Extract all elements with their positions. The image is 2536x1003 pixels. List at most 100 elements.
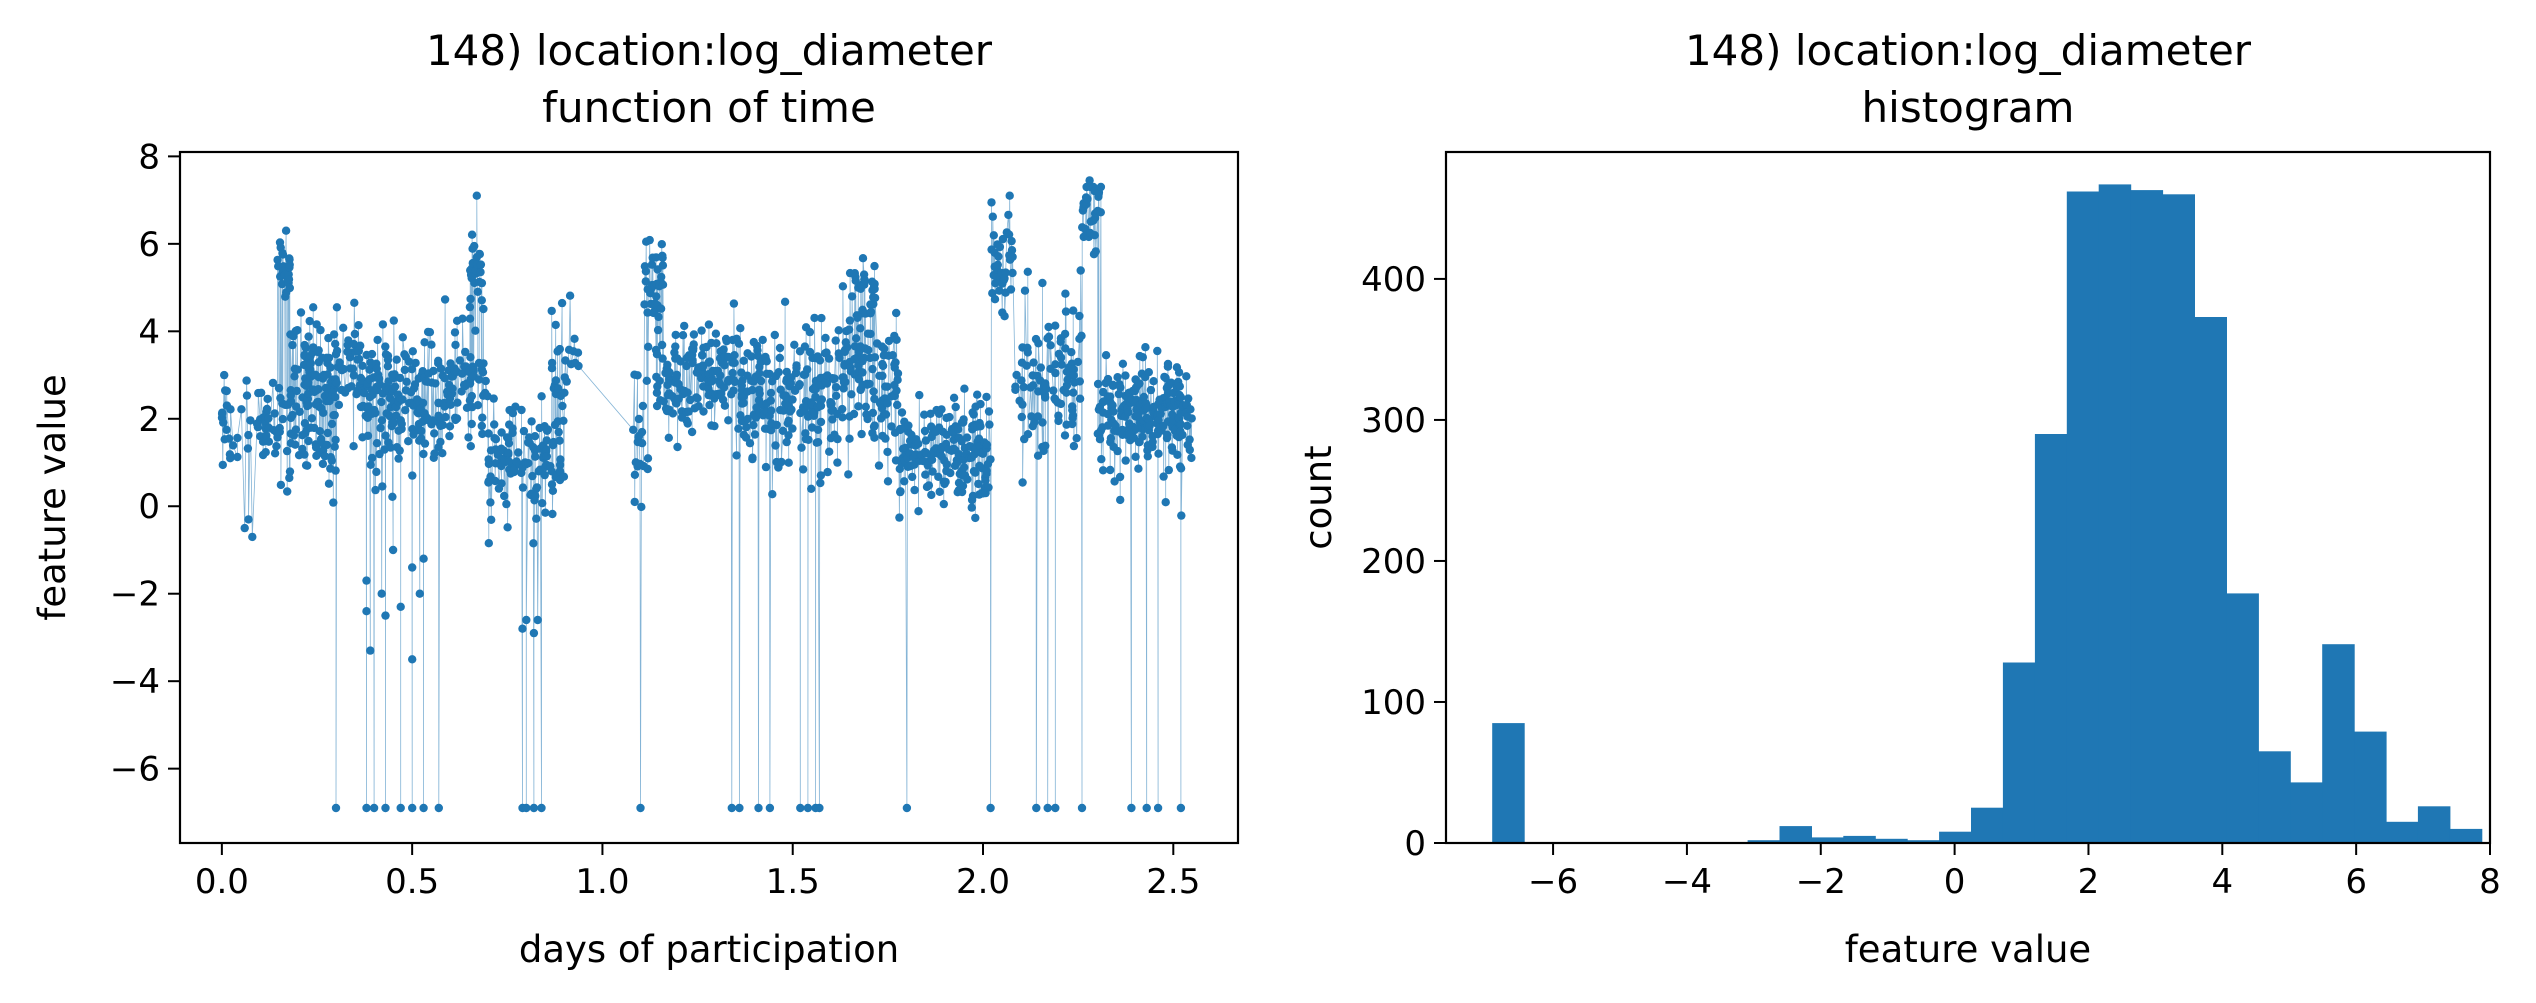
- time-series-point: [415, 589, 424, 598]
- time-series-point: [532, 514, 541, 523]
- time-series-point: [832, 391, 841, 400]
- time-series-subtitle: function of time: [542, 83, 876, 132]
- time-series-point: [362, 803, 371, 813]
- time-series-point: [960, 384, 969, 393]
- time-series-point: [1176, 803, 1186, 813]
- time-series-point: [408, 803, 417, 813]
- time-series-point: [1113, 373, 1122, 382]
- time-series-point: [220, 370, 229, 380]
- time-series-point: [739, 398, 748, 408]
- time-series-point: [1173, 450, 1182, 459]
- histogram-bar: [2002, 662, 2036, 843]
- time-series-point: [942, 460, 951, 469]
- time-series-chart: 148) location:log_diameter function of t…: [31, 26, 1240, 971]
- histogram-bar: [2386, 821, 2419, 843]
- time-series-point: [841, 377, 850, 387]
- time-series-point: [803, 803, 813, 813]
- time-series-point: [784, 458, 793, 467]
- time-series-point: [330, 410, 339, 420]
- time-series-point: [927, 490, 936, 500]
- time-series-point: [285, 283, 294, 293]
- histogram-x-tick-label: −6: [1528, 862, 1578, 902]
- histogram-bar: [2322, 644, 2355, 843]
- time-series-point: [976, 399, 985, 409]
- time-series-point: [466, 442, 475, 451]
- time-series-point: [838, 413, 847, 422]
- time-series-point: [659, 397, 668, 406]
- time-series-point: [995, 242, 1005, 252]
- time-series-point: [398, 395, 407, 404]
- time-series-point: [244, 430, 253, 440]
- time-series-point: [973, 390, 982, 399]
- time-series-point: [1051, 368, 1060, 378]
- time-series-point: [277, 279, 287, 289]
- time-series-y-ticks: −6 −4 −2 0 2 4 6 8: [110, 137, 180, 790]
- time-series-point: [517, 405, 526, 415]
- histogram-y-tick-label: 300: [1361, 401, 1426, 441]
- time-series-point: [296, 308, 306, 317]
- histogram-bar: [2290, 782, 2323, 843]
- time-series-point: [697, 326, 706, 335]
- time-series-point: [1036, 363, 1046, 372]
- time-series-point: [672, 370, 681, 379]
- time-series-point: [643, 464, 652, 474]
- time-series-point: [1176, 464, 1186, 473]
- time-series-point: [440, 374, 449, 383]
- time-series-y-tick-label: 6: [138, 225, 160, 265]
- time-series-point: [288, 340, 297, 350]
- histogram-x-tick-label: −2: [1796, 862, 1846, 902]
- time-series-point: [1056, 353, 1066, 362]
- time-series-point: [1083, 194, 1092, 204]
- time-series-point: [1109, 407, 1118, 416]
- time-series-point: [455, 356, 465, 365]
- time-series-point: [1098, 466, 1108, 475]
- time-series-point: [1097, 455, 1106, 464]
- time-series-point: [522, 615, 531, 625]
- time-series-point: [816, 417, 826, 427]
- time-series-point: [339, 364, 348, 374]
- time-series-point: [1141, 343, 1150, 352]
- time-series-point: [863, 414, 872, 424]
- time-series-point: [878, 361, 888, 370]
- time-series-point: [244, 515, 253, 524]
- time-series-point: [1062, 388, 1071, 397]
- time-series-point: [445, 431, 454, 441]
- time-series-point: [792, 361, 801, 370]
- time-series-point: [720, 401, 730, 410]
- time-series-point: [445, 422, 455, 431]
- time-series-point: [476, 267, 485, 277]
- time-series-point: [1044, 332, 1054, 341]
- time-series-y-tick-label: 4: [138, 312, 160, 352]
- time-series-point: [683, 419, 692, 428]
- time-series-point: [1187, 414, 1196, 423]
- time-series-point: [502, 499, 511, 509]
- time-series-point: [570, 334, 579, 343]
- time-series-point: [891, 358, 900, 367]
- time-series-point: [327, 419, 337, 429]
- histogram-x-axis-label: feature value: [1845, 928, 2091, 971]
- time-series-point: [322, 440, 332, 450]
- time-series-point: [817, 313, 826, 323]
- time-series-point: [798, 465, 808, 474]
- time-series-point: [946, 468, 955, 478]
- time-series-y-tick-label: 2: [138, 400, 160, 440]
- time-series-point: [243, 444, 253, 453]
- time-series-point: [272, 442, 281, 451]
- time-series-point: [242, 376, 251, 385]
- time-series-point: [828, 415, 837, 424]
- time-series-point: [758, 335, 767, 345]
- time-series-point: [790, 340, 799, 349]
- time-series-point: [354, 321, 363, 330]
- time-series-x-ticks: 0.0 0.5 1.0 1.5 2.0 2.5: [195, 843, 1200, 902]
- time-series-point: [226, 454, 235, 463]
- time-series-point: [329, 330, 339, 339]
- time-series-point: [727, 803, 736, 813]
- time-series-point: [1131, 424, 1141, 433]
- time-series-point: [304, 332, 313, 341]
- time-series-point: [1177, 511, 1186, 520]
- time-series-point: [394, 454, 403, 463]
- time-series-point: [551, 376, 561, 385]
- time-series-point: [457, 369, 467, 378]
- time-series-point: [285, 473, 294, 483]
- time-series-point: [807, 484, 816, 493]
